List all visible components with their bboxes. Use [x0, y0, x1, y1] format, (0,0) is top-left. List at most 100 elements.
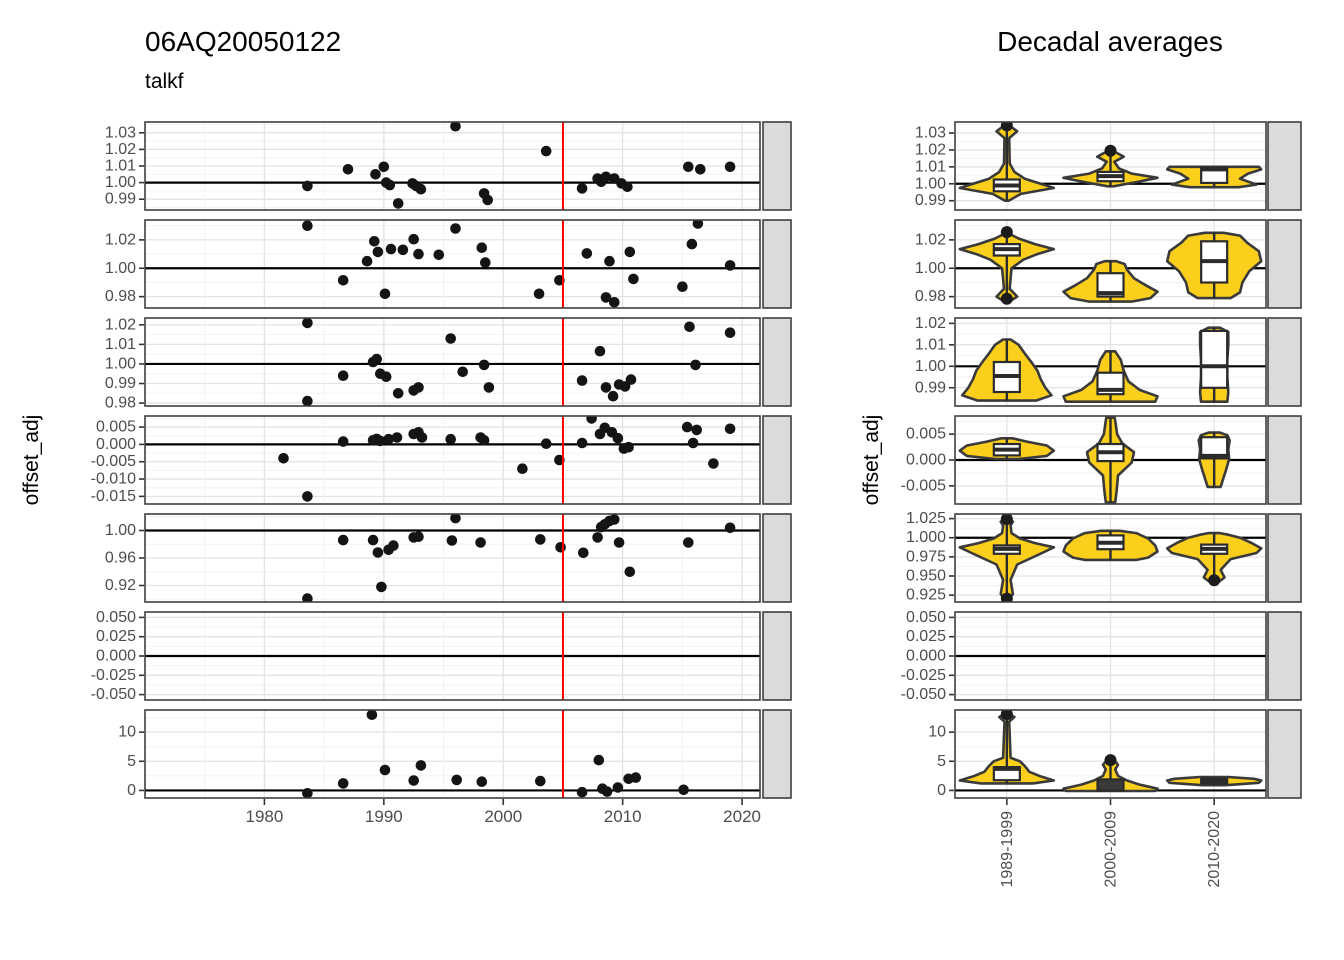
- y-tick-label: 1.01: [105, 158, 136, 175]
- y-tick-label: 0.98: [105, 395, 136, 412]
- panel-border: [144, 415, 761, 505]
- y-tick-label: 0.96: [105, 550, 136, 567]
- outlier-point: [1000, 226, 1013, 239]
- box: [1096, 272, 1125, 298]
- y-tick-label: 1.00: [105, 260, 136, 277]
- y-tick-label: 1.00: [105, 355, 136, 372]
- y-tick-label: -0.025: [901, 667, 946, 684]
- y-tick-label: -0.050: [91, 686, 136, 703]
- scatter-point: [302, 395, 313, 406]
- scatter-point: [337, 534, 349, 546]
- outlier-point: [1104, 754, 1117, 767]
- scatter-facet-tco2: 0510tco2: [118, 709, 792, 799]
- y-tick-label: 0.98: [105, 288, 136, 305]
- scatter-point: [376, 581, 387, 593]
- scatter-point: [612, 782, 624, 793]
- scatter-point: [482, 194, 494, 206]
- scatter-point: [690, 359, 701, 371]
- scatter-point: [593, 754, 605, 766]
- y-tick-label: 1.025: [906, 510, 946, 527]
- scatter-point: [372, 246, 384, 258]
- scatter-point: [392, 388, 404, 399]
- scatter-point: [446, 535, 458, 546]
- violin-facet-tco2: 0510tco2: [928, 709, 1302, 799]
- scatter-point: [586, 416, 597, 424]
- scatter-point: [391, 432, 403, 443]
- y-tick-label: 0.000: [96, 648, 136, 665]
- panel-background: [145, 416, 760, 504]
- scatter-point: [413, 531, 424, 542]
- scatter-point: [342, 164, 354, 175]
- facet-strip: [1267, 709, 1302, 799]
- scatter-point: [517, 463, 528, 475]
- scatter-point: [576, 786, 588, 798]
- scatter-point: [677, 281, 688, 293]
- left-chart-subtitle: talkf: [145, 70, 184, 93]
- scatter-point: [594, 345, 606, 357]
- panel-border: [954, 611, 1267, 701]
- facet-strip: [1267, 121, 1302, 211]
- scatter-point: [540, 438, 552, 450]
- scatter-point: [540, 145, 552, 157]
- outlier-point: [1104, 144, 1117, 157]
- scatter-point: [366, 710, 378, 720]
- facet-strip: [1267, 611, 1302, 701]
- scatter-point: [408, 233, 420, 245]
- panel-content: [145, 710, 760, 798]
- y-tick-label: 1.02: [915, 141, 946, 158]
- panel-content: [955, 226, 1266, 305]
- facet-strip: [1267, 219, 1302, 309]
- facet-strip: [762, 611, 792, 701]
- y-tick-label: 0.950: [906, 567, 946, 584]
- scatter-point: [695, 164, 706, 175]
- box: [1096, 778, 1125, 792]
- y-tick-label: 1.02: [105, 316, 136, 333]
- scatter-point: [302, 180, 313, 192]
- scatter-point: [600, 171, 612, 183]
- scatter-point: [576, 375, 588, 386]
- facet-strip: [762, 709, 792, 799]
- scatter-point: [678, 784, 689, 796]
- scatter-point: [724, 423, 736, 435]
- scatter-point: [576, 437, 588, 449]
- y-tick-label: 5: [937, 753, 946, 770]
- y-tick-label: 1.00: [915, 358, 946, 375]
- scatter-facet-nitrate: 0.991.001.011.021.03nitrate: [105, 121, 792, 211]
- y-tick-label: -0.015: [91, 488, 136, 505]
- scatter-point: [408, 775, 420, 786]
- scatter-point: [337, 275, 349, 286]
- decade-category-label: 2000-2009: [1103, 811, 1120, 888]
- scatter-point: [708, 458, 719, 469]
- scatter-point: [555, 542, 566, 553]
- scatter-point: [691, 424, 702, 436]
- scatter-point: [385, 243, 397, 255]
- scatter-point: [724, 327, 736, 339]
- scatter-point: [337, 778, 349, 789]
- panel-content: [145, 416, 760, 504]
- scatter-point: [361, 255, 373, 267]
- scatter-point: [337, 370, 349, 382]
- y-tick-label: 0.92: [105, 577, 136, 594]
- panel-border: [954, 219, 1267, 309]
- facet-strip: [1267, 415, 1302, 505]
- scatter-point: [478, 359, 490, 371]
- violin-facet-oxygen: 0.981.001.02oxygen: [915, 219, 1302, 309]
- scatter-point: [624, 246, 636, 258]
- scatter-point: [630, 772, 642, 783]
- scatter-point: [302, 593, 313, 602]
- scatter-point: [724, 522, 736, 534]
- y-tick-label: 1.01: [915, 336, 946, 353]
- facet-strip: [762, 219, 792, 309]
- facet-strip: [762, 513, 792, 603]
- scatter-point: [475, 537, 486, 548]
- x-tick-label: 2020: [723, 807, 761, 826]
- scatter-point: [445, 433, 457, 445]
- panel-border: [954, 709, 1267, 799]
- y-tick-label: 1.01: [105, 336, 136, 353]
